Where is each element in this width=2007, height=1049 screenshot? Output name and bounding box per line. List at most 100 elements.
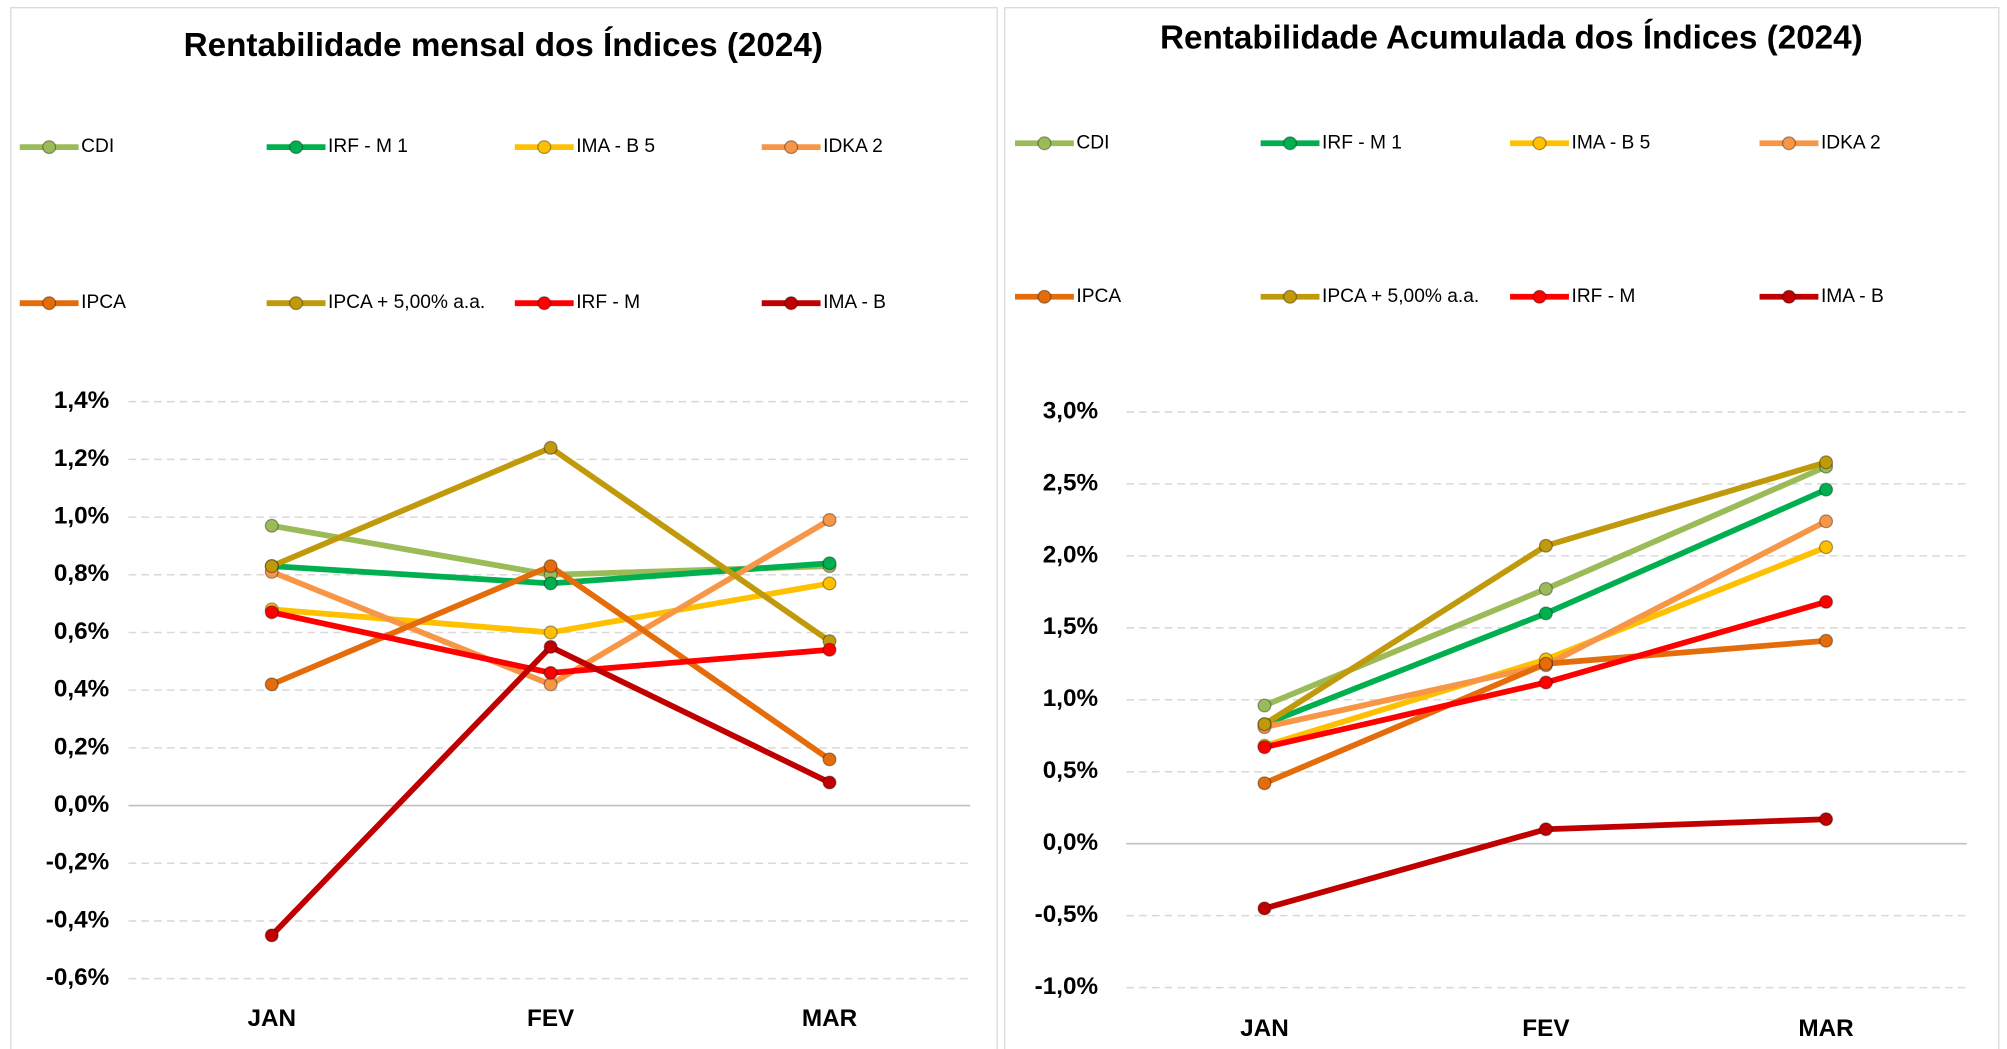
data-point <box>1819 514 1834 529</box>
y-tick-label: 0,6% <box>54 618 109 645</box>
legend-marker <box>1781 136 1797 151</box>
x-tick-label: MAR <box>1798 1015 1854 1042</box>
legend-label: IRF - M <box>576 292 640 313</box>
data-point <box>543 665 558 680</box>
chart-title: Rentabilidade Acumulada dos Índices (202… <box>1160 18 1863 56</box>
legend-marker <box>42 140 57 155</box>
legend-marker <box>1037 136 1052 151</box>
data-point <box>264 605 279 620</box>
data-point <box>1257 740 1272 755</box>
legend-label: IPCA <box>81 292 126 313</box>
legend-marker <box>784 296 799 311</box>
data-point <box>543 576 558 591</box>
y-tick-label: 2,5% <box>1043 469 1098 496</box>
legend-label: IRF - M 1 <box>1322 132 1402 153</box>
y-tick-label: -0,6% <box>46 964 109 991</box>
legend-marker <box>289 140 304 155</box>
data-point <box>264 518 279 533</box>
panel-border <box>10 7 998 1049</box>
series-line <box>270 444 832 644</box>
y-tick-label: 0,0% <box>54 791 109 818</box>
data-point <box>822 642 837 657</box>
legend-marker <box>537 140 552 155</box>
y-tick-label: 1,4% <box>54 387 109 414</box>
legend-label: CDI <box>81 136 114 157</box>
legend-marker <box>289 296 304 311</box>
y-tick-label: 0,4% <box>54 676 109 703</box>
legend-label: IPCA + 5,00% a.a. <box>328 292 485 313</box>
legend-label: IPCA + 5,00% a.a. <box>1322 286 1479 307</box>
x-tick-label: MAR <box>802 1005 858 1032</box>
legend-label: IDKA 2 <box>823 136 883 157</box>
y-tick-label: 1,0% <box>54 503 109 530</box>
data-point <box>1819 455 1834 470</box>
legend-marker <box>1283 289 1298 304</box>
legend-label: IPCA <box>1076 286 1121 307</box>
legend-label: IMA - B 5 <box>576 136 655 157</box>
series-line <box>270 517 831 688</box>
data-point <box>543 639 558 654</box>
y-tick-label: 0,0% <box>1043 829 1098 856</box>
legend-marker <box>1781 289 1797 304</box>
data-point <box>822 556 837 571</box>
legend-marker <box>1532 289 1547 304</box>
x-tick-label: FEV <box>1522 1015 1570 1042</box>
data-point <box>264 928 279 943</box>
data-point <box>1538 656 1553 671</box>
y-tick-label: -1,0% <box>1035 973 1098 1000</box>
data-point <box>1538 675 1553 690</box>
panel-border <box>1004 7 2000 1049</box>
y-tick-label: -0,2% <box>46 849 109 876</box>
data-point <box>822 512 837 528</box>
data-point <box>543 559 558 574</box>
data-point <box>822 576 837 591</box>
data-point <box>1257 717 1272 732</box>
data-point <box>822 775 837 790</box>
legend-label: IMA - B <box>823 292 886 313</box>
legend-label: IRF - M <box>1571 286 1635 307</box>
data-point <box>543 677 558 692</box>
legend-marker <box>1283 136 1298 151</box>
legend-label: IRF - M 1 <box>328 136 408 157</box>
y-tick-label: -0,4% <box>46 906 109 933</box>
data-point <box>1257 901 1272 916</box>
data-point <box>1538 606 1553 621</box>
x-tick-label: JAN <box>1240 1015 1289 1042</box>
y-tick-label: 0,2% <box>54 733 109 760</box>
y-tick-label: -0,5% <box>1035 901 1098 928</box>
data-point <box>264 677 279 692</box>
data-point <box>1819 812 1834 827</box>
data-point <box>264 559 279 574</box>
data-point <box>543 625 558 640</box>
legend-label: IDKA 2 <box>1821 132 1881 153</box>
series-line <box>1263 599 1827 751</box>
y-tick-label: 1,2% <box>54 445 109 472</box>
y-tick-label: 3,0% <box>1043 397 1098 424</box>
legend-marker <box>784 140 799 155</box>
data-point <box>822 752 837 767</box>
y-tick-label: 1,0% <box>1043 685 1098 712</box>
legend-marker <box>1037 289 1052 304</box>
y-tick-label: 1,5% <box>1043 613 1098 640</box>
data-point <box>1819 633 1834 648</box>
data-point <box>1257 698 1272 713</box>
x-tick-label: FEV <box>527 1005 575 1032</box>
x-tick-label: JAN <box>247 1005 296 1032</box>
legend-label: CDI <box>1076 132 1109 153</box>
legend-marker <box>537 296 552 311</box>
legend-label: IMA - B 5 <box>1571 132 1650 153</box>
y-tick-label: 2,0% <box>1043 541 1098 568</box>
legend-label: IMA - B <box>1821 286 1884 307</box>
series-line <box>270 563 832 762</box>
data-point <box>1819 482 1834 497</box>
data-point <box>1819 594 1834 609</box>
data-point <box>1538 822 1553 837</box>
chart-title: Rentabilidade mensal dos Índices (2024) <box>184 26 823 64</box>
y-tick-label: 0,8% <box>54 560 109 587</box>
legend-marker <box>1532 136 1547 151</box>
data-point <box>1819 540 1834 555</box>
legend-marker <box>42 296 57 311</box>
data-point <box>1257 776 1272 791</box>
